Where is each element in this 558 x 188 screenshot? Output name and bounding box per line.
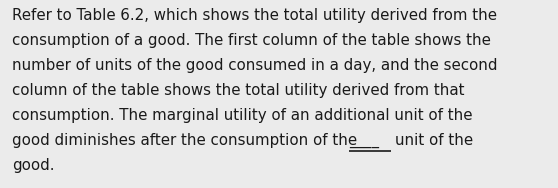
Text: consumption. The marginal utility of an additional unit of the: consumption. The marginal utility of an … xyxy=(12,108,473,124)
Text: good.: good. xyxy=(12,158,55,174)
Text: unit of the: unit of the xyxy=(395,133,473,149)
Text: consumption of a good. The first column of the table shows the: consumption of a good. The first column … xyxy=(12,33,491,49)
Text: number of units of the good consumed in a day, and the second: number of units of the good consumed in … xyxy=(12,58,498,74)
Text: ____: ____ xyxy=(349,133,379,149)
Text: column of the table shows the total utility derived from that: column of the table shows the total util… xyxy=(12,83,465,99)
Text: Refer to Table 6.2, which shows the total utility derived from the: Refer to Table 6.2, which shows the tota… xyxy=(12,8,497,24)
Text: good diminishes after the consumption of the: good diminishes after the consumption of… xyxy=(12,133,358,149)
